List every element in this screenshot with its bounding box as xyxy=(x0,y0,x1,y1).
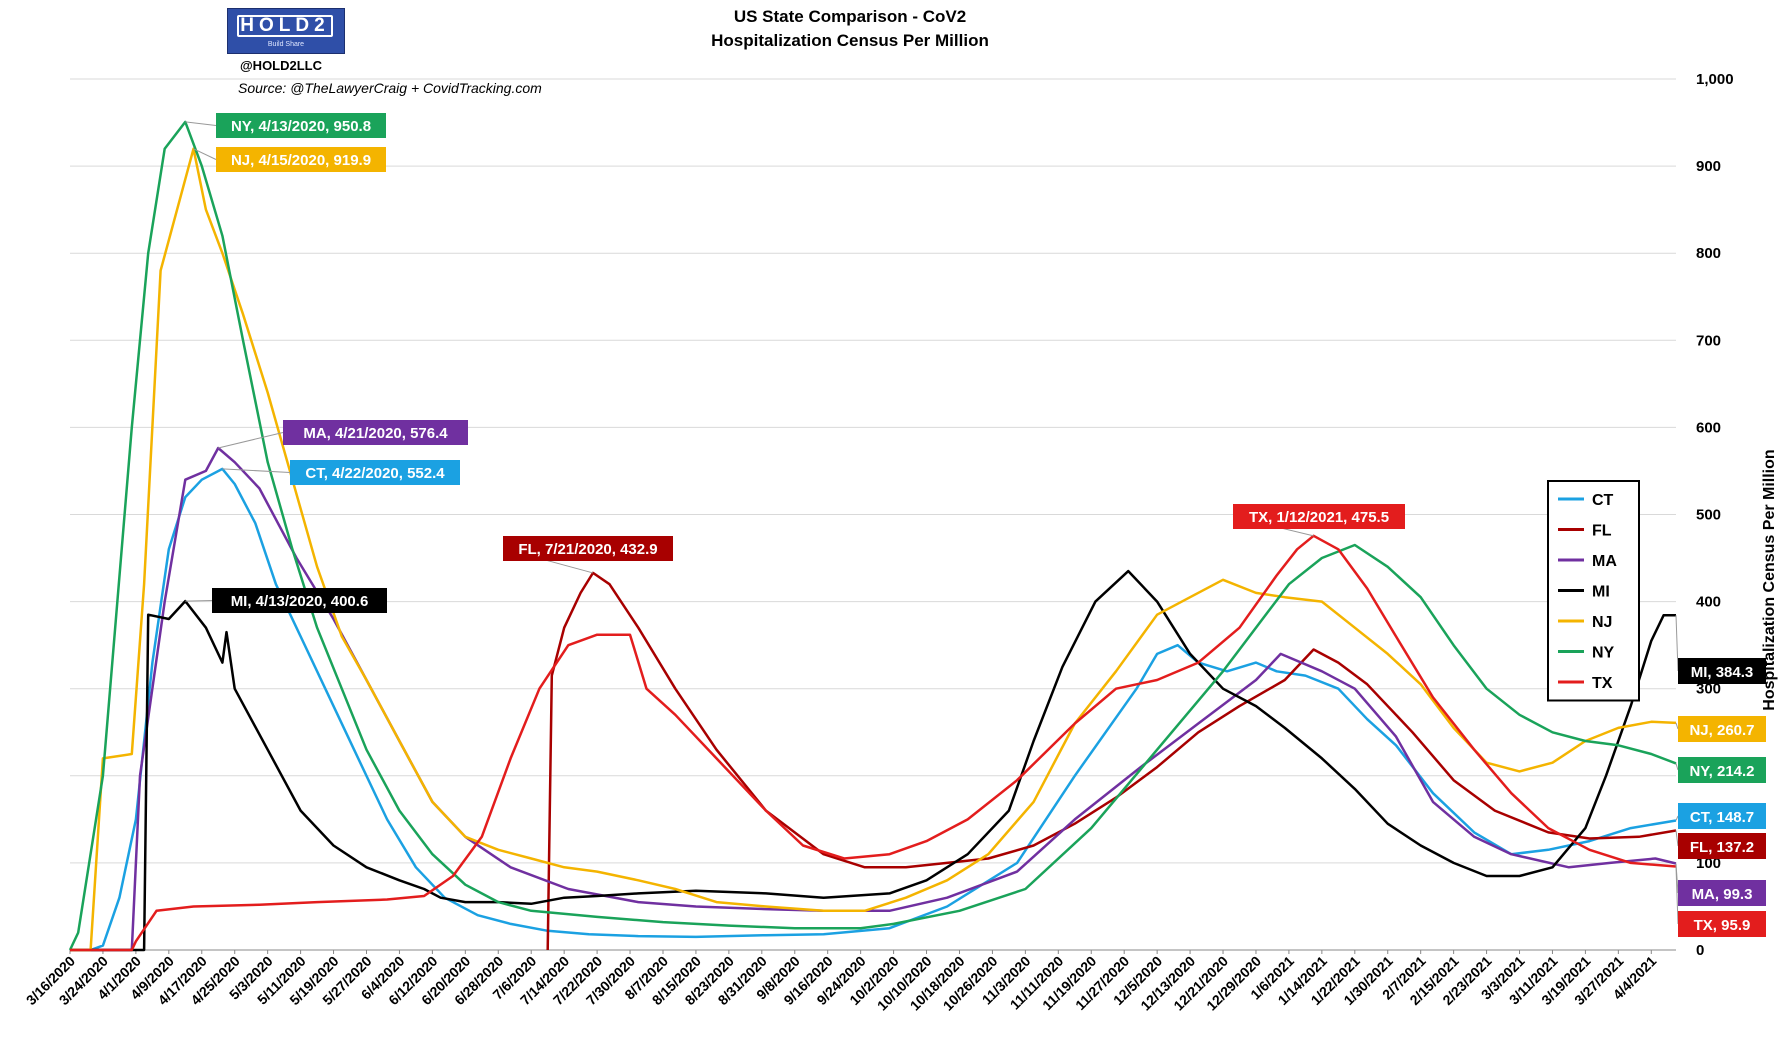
end-label-ct: CT, 148.7 xyxy=(1690,809,1754,826)
annotation-box-ct xyxy=(290,460,460,485)
annotation-leader xyxy=(218,432,284,449)
y-tick-label: 0 xyxy=(1696,942,1704,959)
end-label-box-fl xyxy=(1678,833,1766,859)
y-tick-label: 500 xyxy=(1696,507,1721,524)
annotation-box-fl xyxy=(503,536,673,561)
series-line-mi xyxy=(70,569,1676,952)
y-tick-label: 400 xyxy=(1696,594,1721,611)
annotation-leader xyxy=(185,121,217,126)
end-label-box-nj xyxy=(1678,716,1766,742)
series-line-fl xyxy=(546,571,1677,951)
brand-handle: @HOLD2LLC xyxy=(240,58,323,73)
series-line-ma xyxy=(70,446,1677,952)
end-label-ma: MA, 99.3 xyxy=(1692,886,1753,903)
end-label-leader xyxy=(1675,722,1679,730)
hold2-logo: HOLD2 Build Share xyxy=(227,8,345,54)
end-label-leader xyxy=(1675,866,1679,925)
y-tick-label: 1,000 xyxy=(1696,71,1734,88)
annotation-leader xyxy=(185,600,213,602)
annotation-box-nj xyxy=(216,147,386,172)
series-line-tx xyxy=(70,534,1677,952)
end-label-box-ct xyxy=(1678,803,1766,829)
annotation-leader xyxy=(222,468,291,473)
annotation-label-mi: MI, 4/13/2020, 400.6 xyxy=(231,593,369,610)
logo-subtext: Build Share xyxy=(267,41,305,48)
series-line-nj xyxy=(70,147,1677,952)
annotation-label-ct: CT, 4/22/2020, 552.4 xyxy=(305,465,445,482)
y-tick-label: 700 xyxy=(1696,332,1721,349)
annotation-box-mi xyxy=(212,588,387,613)
end-label-leader xyxy=(1675,763,1679,771)
annotation-box-tx xyxy=(1233,504,1405,529)
y-tick-label: 800 xyxy=(1696,245,1721,262)
legend-label-ct: CT xyxy=(1592,492,1614,509)
end-label-nj: NJ, 260.7 xyxy=(1689,722,1754,739)
legend-label-nj: NJ xyxy=(1592,614,1612,631)
logo-text: HOLD2 xyxy=(237,15,333,37)
legend-label-fl: FL xyxy=(1592,523,1612,540)
annotation-label-tx: TX, 1/12/2021, 475.5 xyxy=(1249,509,1389,526)
end-label-leader xyxy=(1675,830,1679,847)
end-label-ny: NY, 214.2 xyxy=(1689,763,1754,780)
source-note: Source: @TheLawyerCraig + CovidTracking.… xyxy=(238,80,542,96)
annotation-label-fl: FL, 7/21/2020, 432.9 xyxy=(518,541,657,558)
y-tick-label: 100 xyxy=(1696,855,1721,872)
annotation-box-ma xyxy=(283,420,468,445)
end-label-fl: FL, 137.2 xyxy=(1690,839,1754,856)
legend-label-ny: NY xyxy=(1592,645,1615,662)
annotation-leader xyxy=(193,148,217,160)
annotation-label-nj: NJ, 4/15/2020, 919.9 xyxy=(231,152,371,169)
end-label-box-mi xyxy=(1678,658,1766,684)
annotation-label-ma: MA, 4/21/2020, 576.4 xyxy=(303,425,448,442)
chart-subtitle: Hospitalization Census Per Million xyxy=(711,31,989,50)
end-label-leader xyxy=(1675,815,1679,821)
y-tick-label: 600 xyxy=(1696,419,1721,436)
end-label-box-ny xyxy=(1678,757,1766,783)
annotation-label-ny: NY, 4/13/2020, 950.8 xyxy=(231,118,371,135)
end-label-box-tx xyxy=(1678,911,1766,937)
y-tick-label: 300 xyxy=(1696,681,1721,698)
series-line-ny xyxy=(68,120,1677,951)
y-axis-label: Hospitalization Census Per Million xyxy=(1761,449,1778,710)
chart-title: US State Comparison - CoV2 xyxy=(734,7,966,26)
legend-label-mi: MI xyxy=(1592,584,1610,601)
legend-label-ma: MA xyxy=(1592,553,1617,570)
end-label-tx: TX, 95.9 xyxy=(1694,917,1751,934)
end-label-mi: MI, 384.3 xyxy=(1691,664,1754,681)
legend-label-tx: TX xyxy=(1592,675,1613,692)
end-label-leader xyxy=(1675,615,1679,672)
y-tick-label: 900 xyxy=(1696,158,1721,175)
end-label-box-ma xyxy=(1678,880,1766,906)
series-line-ct xyxy=(70,467,1677,952)
annotation-box-ny xyxy=(216,113,386,138)
